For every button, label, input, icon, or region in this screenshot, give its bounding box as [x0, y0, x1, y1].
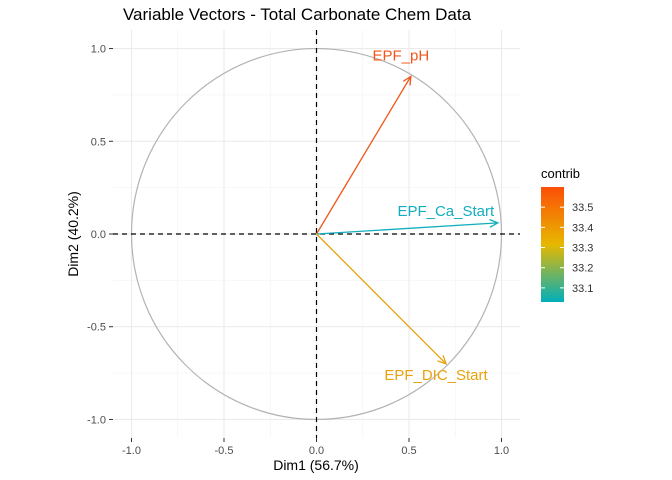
- y-tick-label: 0.5: [91, 136, 106, 148]
- vector-epf-ph: [315, 76, 412, 235]
- x-axis-title: Dim1 (56.7%): [273, 457, 359, 473]
- chart-title: Variable Vectors - Total Carbonate Chem …: [123, 5, 472, 24]
- plot-area: -1.0 -0.5 0.0 0.5 1.0 -1.0 -0.5 0.0 0.5 1.0 EPF_pH…: [87, 30, 520, 457]
- legend-tick-label: 33.1: [572, 283, 593, 295]
- y-tick-label: 0.0: [91, 229, 106, 241]
- x-tick-label: -0.5: [215, 445, 234, 457]
- y-axis-title: Dim2 (40.2%): [65, 191, 81, 277]
- legend-tick-label: 33.3: [572, 243, 593, 255]
- vector-label: EPF_pH: [372, 47, 429, 64]
- legend: contrib 33.1 33.2 33.3 33.4 33.5: [541, 166, 593, 302]
- legend-tick-label: 33.4: [572, 222, 593, 234]
- y-tick-label: -0.5: [87, 322, 106, 334]
- x-tick-label: -1.0: [122, 445, 141, 457]
- legend-tick-label: 33.2: [572, 263, 593, 275]
- y-tick-label: 1.0: [91, 44, 106, 56]
- arrowhead: [489, 218, 500, 228]
- vector-label: EPF_Ca_Start: [397, 203, 495, 220]
- vector-epf-ca-start: [316, 222, 498, 235]
- legend-colorbar: [541, 187, 564, 302]
- x-tick-label: 0.0: [309, 445, 324, 457]
- x-tick-label: 1.0: [494, 445, 509, 457]
- arrowhead: [437, 355, 448, 365]
- x-tick-label: 0.5: [401, 445, 416, 457]
- y-tick-label: -1.0: [87, 414, 106, 426]
- vector-epf-dic-start: [316, 233, 447, 365]
- arrowhead: [402, 75, 412, 86]
- legend-tick-label: 33.5: [572, 202, 593, 214]
- vector-label: EPF_DIC_Start: [384, 367, 488, 384]
- legend-title: contrib: [541, 166, 580, 181]
